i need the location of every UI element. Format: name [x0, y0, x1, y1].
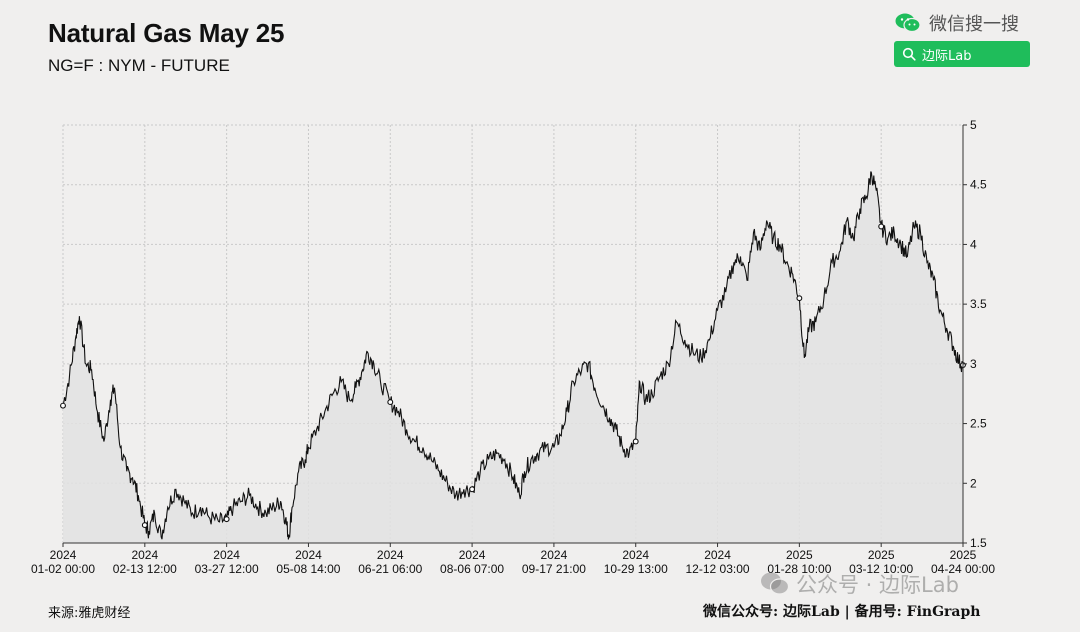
price-marker — [878, 223, 885, 230]
x-tick-label: 04-24 00:00 — [931, 562, 995, 576]
price-marker — [469, 486, 476, 493]
x-tick-year: 2024 — [131, 548, 158, 562]
wechat-watermark-icon — [761, 572, 790, 595]
x-tick-label: 09-17 21:00 — [522, 562, 586, 576]
y-tick-label: 3 — [970, 357, 977, 371]
x-tick-label: 02-13 12:00 — [113, 562, 177, 576]
x-tick-year: 2024 — [541, 548, 568, 562]
x-tick-label: 10-29 13:00 — [604, 562, 668, 576]
wechat-logo-icon — [895, 13, 921, 33]
y-tick-label: 4.5 — [970, 178, 987, 192]
price-marker — [141, 522, 148, 529]
source-note: 来源:雅虎财经 — [48, 606, 131, 621]
price-marker — [223, 516, 230, 523]
price-marker — [632, 438, 639, 445]
y-tick-label: 2.5 — [970, 417, 987, 431]
x-tick-label: 01-02 00:00 — [31, 562, 95, 576]
price-line — [62, 171, 964, 540]
x-tick-year: 2025 — [950, 548, 977, 562]
y-tick-label: 4 — [970, 237, 977, 251]
wechat-brand-text: 微信搜一搜 — [929, 14, 1019, 35]
search-icon — [902, 47, 916, 61]
chart-title: Natural Gas May 25 — [48, 18, 285, 48]
chart-subtitle: NG=F : NYM - FUTURE — [48, 56, 230, 75]
price-marker — [387, 399, 394, 406]
x-tick-year: 2024 — [295, 548, 322, 562]
wechat-search-button[interactable]: 边际Lab — [894, 41, 1030, 67]
x-tick-label: 08-06 07:00 — [440, 562, 504, 576]
credit-note: 微信公众号: 边际Lab | 备用号: FinGraph — [703, 604, 981, 620]
y-tick-label: 1.5 — [970, 536, 987, 550]
x-tick-label: 03-27 12:00 — [195, 562, 259, 576]
x-tick-year: 2024 — [213, 548, 240, 562]
price-marker — [796, 295, 803, 302]
watermark: 公众号 · 边际Lab — [760, 569, 959, 599]
price-marker — [60, 402, 66, 409]
y-tick-label: 5 — [970, 118, 977, 132]
watermark-text: 公众号 · 边际Lab — [796, 573, 959, 597]
x-tick-year: 2025 — [868, 548, 895, 562]
y-tick-label: 3.5 — [970, 297, 987, 311]
chart-markers — [60, 223, 966, 529]
x-tick-label: 05-08 14:00 — [276, 562, 340, 576]
x-tick-year: 2024 — [50, 548, 77, 562]
price-area — [63, 171, 963, 543]
x-tick-label: 03-12 10:00 — [849, 562, 913, 576]
x-tick-label: 12-12 03:00 — [686, 562, 750, 576]
x-tick-label: 06-21 06:00 — [358, 562, 422, 576]
x-tick-label: 01-28 10:00 — [767, 562, 831, 576]
x-tick-year: 2024 — [704, 548, 731, 562]
x-tick-year: 2024 — [459, 548, 486, 562]
wechat-brand: 微信搜一搜 — [895, 10, 1019, 36]
x-tick-year: 2024 — [622, 548, 649, 562]
wechat-search-label: 边际Lab — [922, 48, 972, 64]
x-tick-year: 2025 — [786, 548, 813, 562]
x-tick-year: 2024 — [377, 548, 404, 562]
y-tick-label: 2 — [970, 476, 977, 490]
